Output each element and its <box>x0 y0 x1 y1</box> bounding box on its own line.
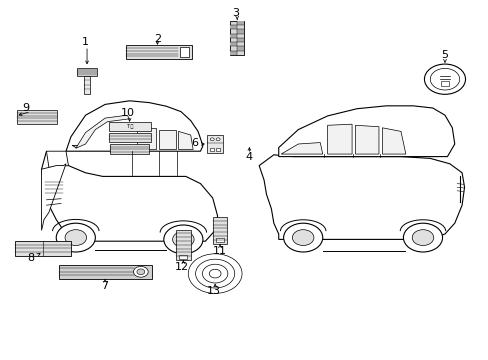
Bar <box>216 238 224 243</box>
Circle shape <box>429 68 459 90</box>
Bar <box>230 33 237 38</box>
Circle shape <box>283 223 322 252</box>
Bar <box>237 38 244 42</box>
Text: 13: 13 <box>206 286 220 296</box>
Bar <box>108 122 150 131</box>
Text: 9: 9 <box>22 103 29 113</box>
Bar <box>77 68 97 76</box>
Bar <box>17 110 57 124</box>
Text: 8: 8 <box>27 253 34 263</box>
Polygon shape <box>278 106 454 157</box>
Polygon shape <box>259 155 464 239</box>
Bar <box>237 46 244 51</box>
Circle shape <box>56 223 95 252</box>
Text: T ⬥: T ⬥ <box>125 125 133 129</box>
Bar <box>126 45 192 59</box>
Polygon shape <box>137 128 156 149</box>
Bar <box>179 255 187 258</box>
Polygon shape <box>382 128 405 154</box>
Bar <box>237 21 244 25</box>
Text: 1: 1 <box>82 37 89 48</box>
Text: 3: 3 <box>232 8 239 18</box>
Circle shape <box>403 223 442 252</box>
Bar <box>230 51 237 55</box>
Polygon shape <box>66 101 203 151</box>
Polygon shape <box>281 143 322 154</box>
Bar <box>230 21 244 55</box>
Circle shape <box>216 138 220 141</box>
Circle shape <box>210 138 214 141</box>
Polygon shape <box>76 115 129 148</box>
Bar <box>216 148 220 151</box>
Text: 6: 6 <box>191 138 198 148</box>
Polygon shape <box>355 125 378 154</box>
Text: 12: 12 <box>175 262 188 272</box>
Bar <box>230 42 237 46</box>
Bar <box>180 47 189 57</box>
Polygon shape <box>41 164 66 230</box>
Bar <box>108 133 150 142</box>
Circle shape <box>172 231 194 247</box>
Text: 10: 10 <box>121 108 135 118</box>
Text: 5: 5 <box>441 50 447 60</box>
Polygon shape <box>327 124 351 154</box>
Bar <box>210 148 214 151</box>
Circle shape <box>163 225 203 254</box>
Bar <box>59 265 151 279</box>
Text: 7: 7 <box>102 281 108 291</box>
Bar <box>440 81 448 86</box>
Circle shape <box>424 64 465 94</box>
Bar <box>84 76 90 94</box>
Text: 2: 2 <box>154 34 161 44</box>
Bar <box>176 230 190 260</box>
Polygon shape <box>46 151 68 167</box>
Text: 4: 4 <box>245 152 252 162</box>
Circle shape <box>137 269 144 275</box>
Bar <box>207 135 223 153</box>
Bar <box>237 29 244 33</box>
Bar <box>110 144 149 154</box>
Bar <box>212 217 227 244</box>
Polygon shape <box>159 130 176 149</box>
Circle shape <box>65 230 86 246</box>
Bar <box>230 25 237 29</box>
Polygon shape <box>41 151 217 241</box>
Circle shape <box>292 230 313 246</box>
Circle shape <box>411 230 433 246</box>
Circle shape <box>133 266 148 277</box>
Text: 11: 11 <box>213 246 226 256</box>
Polygon shape <box>178 131 193 149</box>
Bar <box>15 241 71 256</box>
